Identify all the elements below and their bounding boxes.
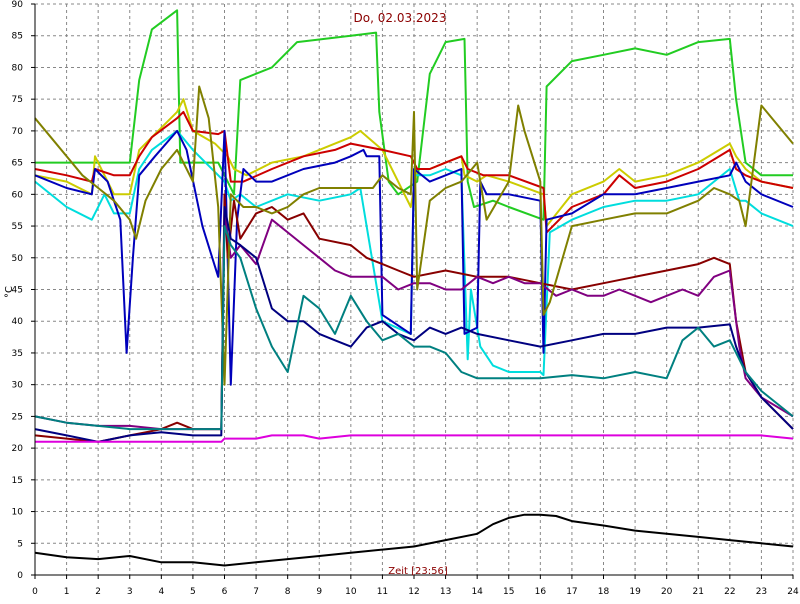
x-tick-label: 15	[503, 587, 514, 597]
x-tick-label: 1	[64, 587, 70, 597]
x-tick-label: 2	[95, 587, 101, 597]
chart-title: Do, 02.03.2023	[354, 11, 447, 25]
x-tick-label: 5	[190, 587, 196, 597]
x-tick-label: 21	[693, 587, 704, 597]
series-line-6	[34, 193, 794, 443]
y-tick-label: 70	[12, 127, 24, 137]
y-tick-label: 15	[12, 476, 23, 486]
series-line-9	[34, 206, 794, 443]
x-tick-label: 16	[535, 587, 547, 597]
y-tick-label: 85	[12, 32, 23, 42]
x-tick-label: 11	[377, 587, 388, 597]
y-tick-label: 80	[12, 63, 24, 73]
y-tick-label: 0	[17, 571, 23, 581]
x-tick-label: 9	[316, 587, 322, 597]
x-tick-label: 14	[471, 587, 483, 597]
x-tick-label: 12	[408, 587, 419, 597]
y-tick-label: 5	[17, 539, 23, 549]
x-tick-label: 13	[440, 587, 451, 597]
y-tick-label: 20	[12, 444, 24, 454]
series-line-10	[34, 225, 794, 431]
axes: 0 1 2 3 4 5 6 7 8 9 10 11 12 13 14 15 16 17 18 19 20 21 22 23 24…	[12, 0, 799, 597]
series-line-1	[35, 9, 793, 221]
y-tick-label: 25	[12, 412, 23, 422]
series-line-5	[34, 129, 794, 386]
x-tick-label: 4	[158, 587, 164, 597]
x-tick-label: 24	[787, 587, 799, 597]
series-line-8	[34, 85, 794, 386]
series-line-12	[34, 513, 794, 567]
series-line-7	[34, 212, 794, 431]
x-tick-label: 22	[724, 587, 735, 597]
x-tick-label: 7	[253, 587, 259, 597]
y-tick-label: 60	[12, 190, 24, 200]
x-tick-label: 18	[598, 587, 610, 597]
x-tick-label: 3	[127, 587, 133, 597]
x-tick-label: 23	[756, 587, 767, 597]
x-tick-label: 8	[285, 587, 291, 597]
y-tick-label: 55	[12, 222, 23, 232]
x-tick-label: 10	[345, 587, 357, 597]
y-tick-label: 35	[12, 349, 23, 359]
series-layer	[34, 9, 794, 567]
y-tick-label: 50	[12, 254, 24, 264]
y-tick-label: 40	[12, 317, 24, 327]
series-line-3	[34, 110, 794, 234]
series-line-4	[34, 129, 794, 377]
y-axis-label: °C	[4, 286, 15, 298]
x-tick-label: 0	[32, 587, 38, 597]
x-tick-label: 17	[566, 587, 577, 597]
series-line-11	[35, 434, 794, 443]
x-axis-label: Zeit [23:56]	[388, 566, 448, 577]
x-tick-label: 6	[222, 587, 228, 597]
y-tick-label: 30	[12, 381, 24, 391]
y-tick-label: 10	[12, 508, 24, 518]
y-tick-label: 75	[12, 95, 23, 105]
x-tick-label: 19	[629, 587, 641, 597]
y-tick-label: 90	[12, 0, 24, 10]
x-tick-label: 20	[661, 587, 673, 597]
y-tick-label: 65	[12, 159, 23, 169]
y-tick-label: 45	[12, 286, 23, 296]
